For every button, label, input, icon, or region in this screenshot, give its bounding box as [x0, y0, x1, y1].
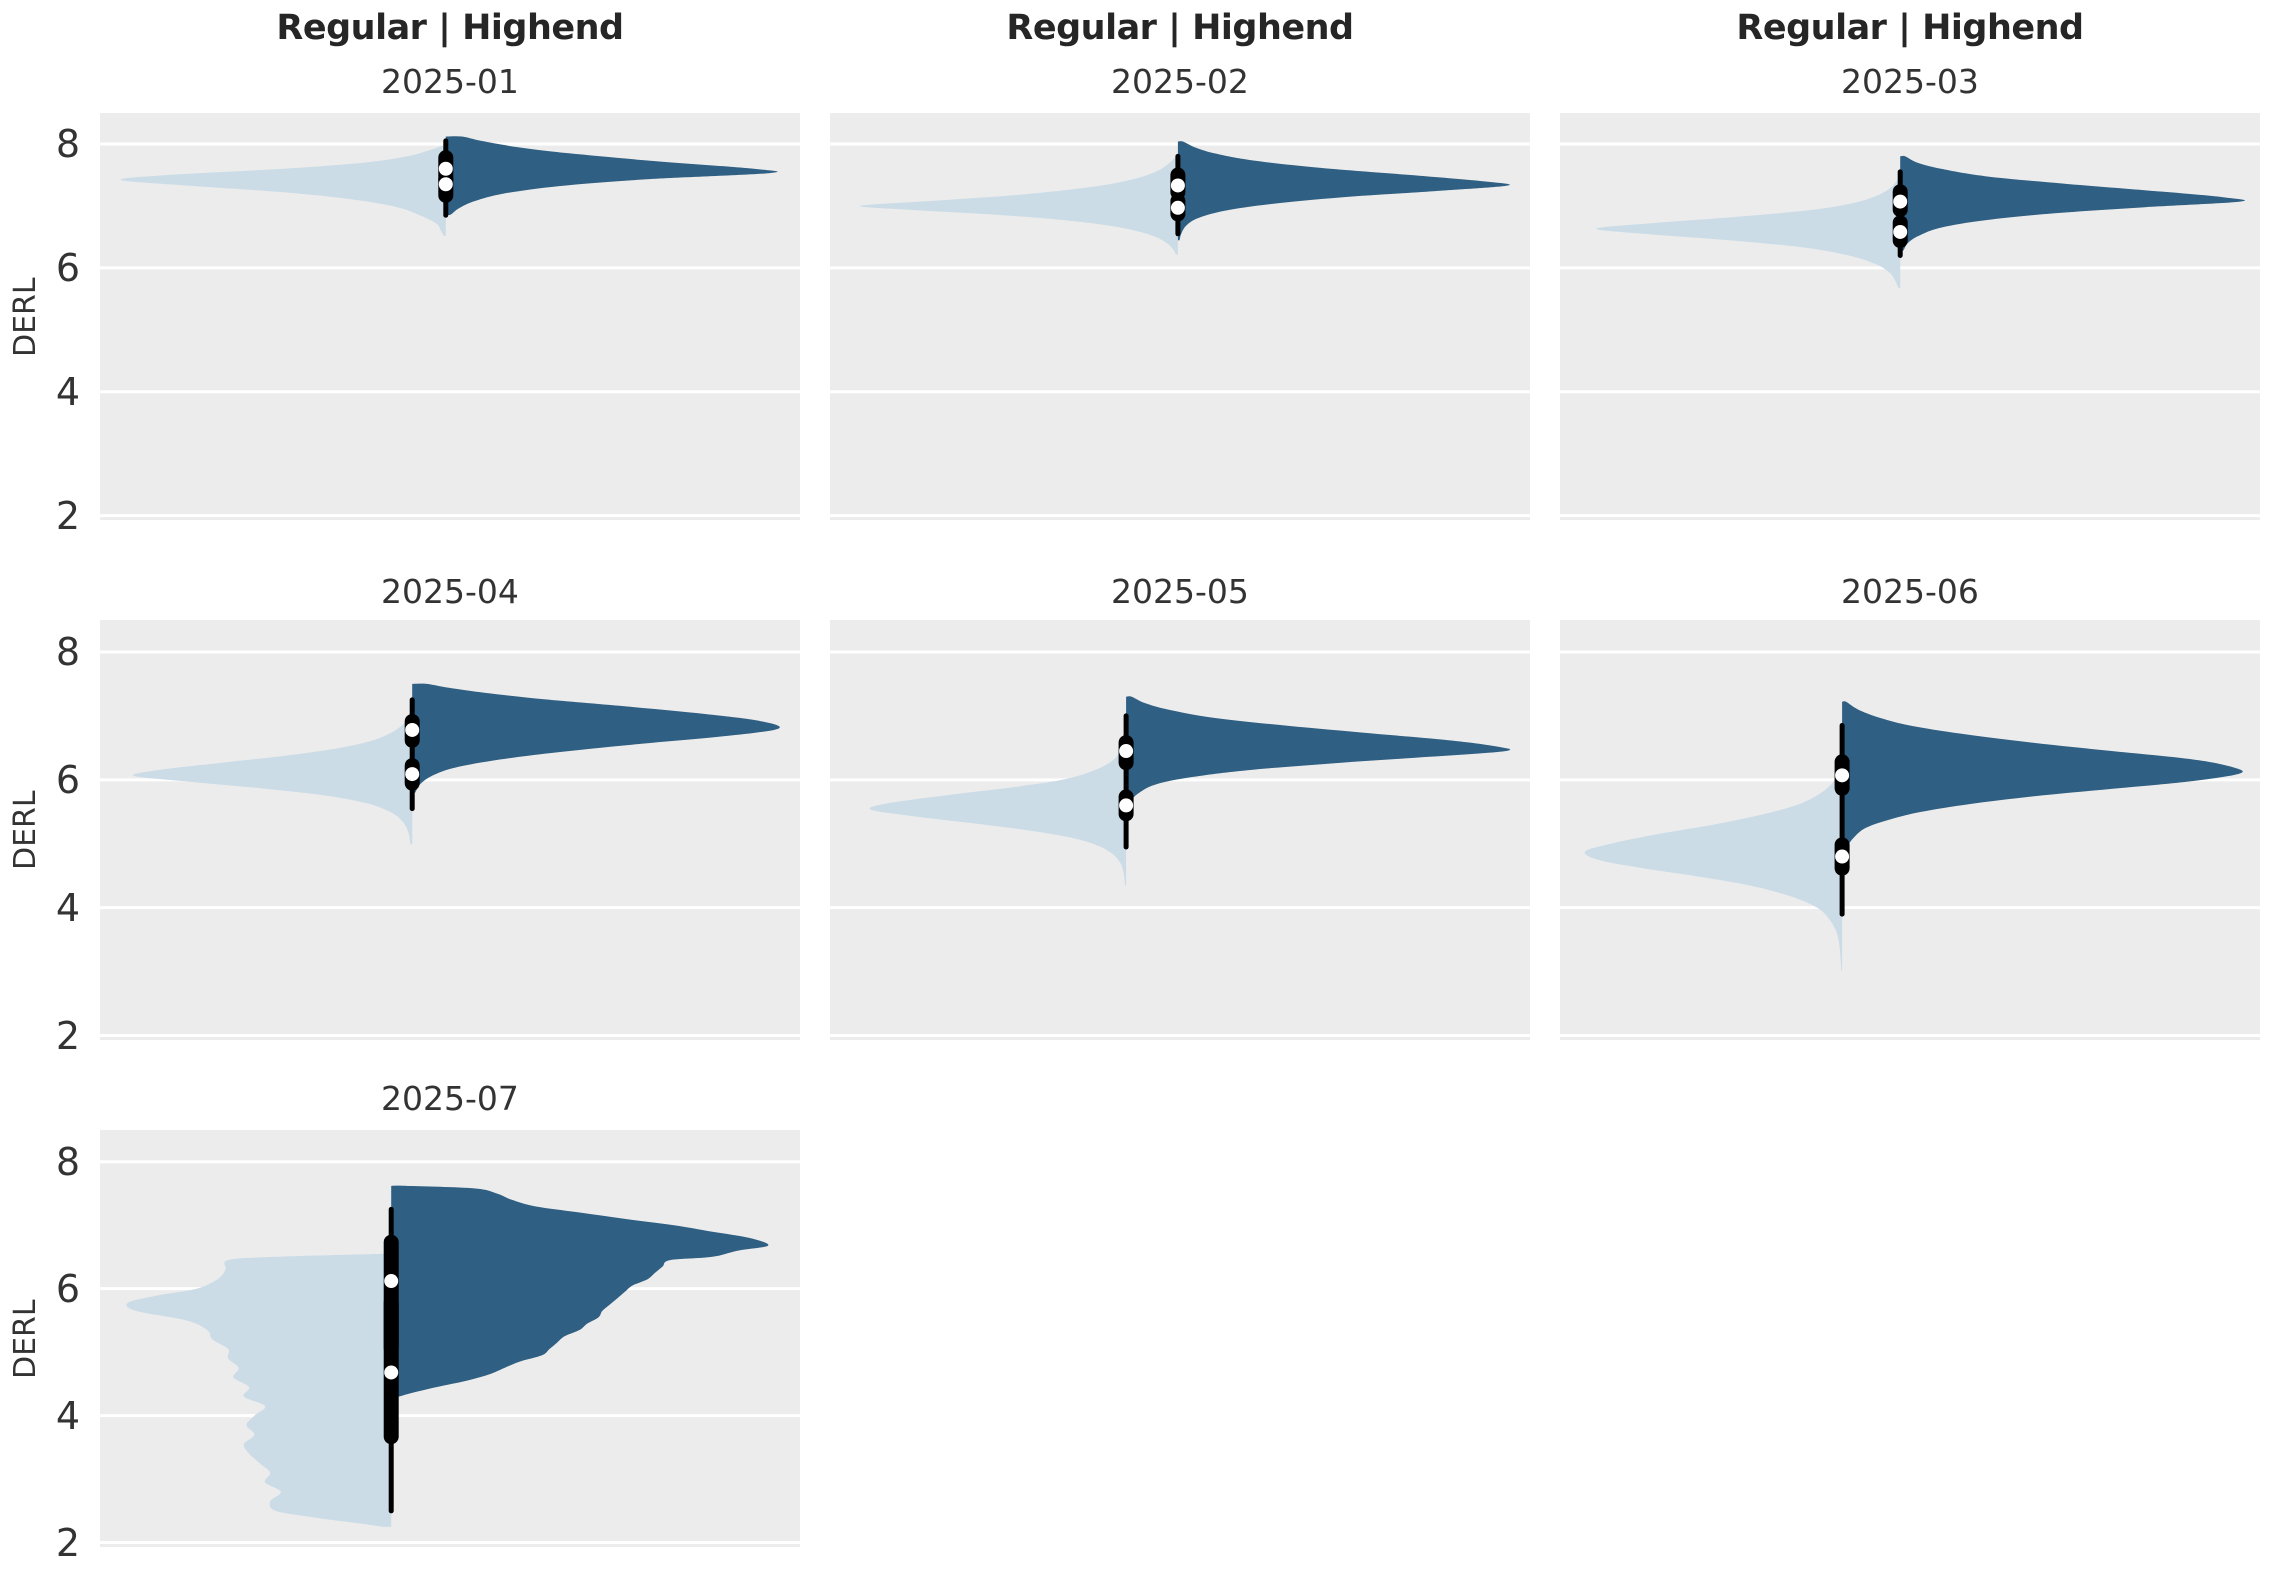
y-tick-label: 8 — [55, 629, 80, 674]
violin-regular — [859, 157, 1178, 255]
violin-highend — [1900, 155, 2246, 252]
median-dot-regular — [438, 177, 453, 192]
median-dot-highend — [1893, 194, 1908, 209]
violin-regular — [120, 145, 446, 237]
violin-panel-2025-04 — [100, 620, 800, 1040]
panel-canvas-2025-03 — [1560, 113, 2260, 520]
violin-panel-2025-02 — [830, 113, 1530, 520]
violin-panel-2025-03 — [1560, 113, 2260, 520]
y-tick-label: 4 — [55, 369, 80, 414]
violin-regular — [132, 715, 413, 845]
panel-background — [830, 620, 1530, 1040]
violin-highend — [1126, 696, 1511, 810]
y-tick-label: 2 — [55, 493, 80, 538]
violin-panel-2025-01 — [100, 113, 800, 520]
violin-panel-2025-06 — [1560, 620, 2260, 1040]
panel-canvas-2025-07 — [100, 1130, 800, 1547]
median-dot-regular — [1893, 224, 1908, 239]
y-tick-label: 2 — [55, 1013, 80, 1058]
y-tick-label: 8 — [55, 121, 80, 166]
facet-subtitle: 2025-04 — [381, 572, 519, 611]
panel-canvas-2025-02 — [830, 113, 1530, 520]
median-dot-highend — [1170, 178, 1185, 193]
y-tick-label: 6 — [55, 757, 80, 802]
y-tick-label: 4 — [55, 1393, 80, 1438]
y-tick-label: 2 — [55, 1520, 80, 1565]
median-dot-highend — [405, 722, 420, 737]
violin-highend — [1842, 701, 2243, 854]
facet-subtitle: 2025-07 — [381, 1079, 519, 1118]
violin-panel-2025-05 — [830, 620, 1530, 1040]
median-dot-highend — [1835, 768, 1850, 783]
y-tick-label: 8 — [55, 1139, 80, 1184]
panel-canvas-2025-04 — [100, 620, 800, 1040]
y-tick-label: 4 — [55, 885, 80, 930]
y-axis-label: DERL — [8, 276, 43, 357]
violin-highend — [391, 1185, 769, 1397]
y-tick-label: 6 — [55, 245, 80, 290]
facet-subtitle: 2025-02 — [1111, 62, 1249, 101]
violin-highend — [445, 136, 778, 216]
violin-panel-2025-07 — [100, 1130, 800, 1547]
panel-canvas-2025-01 — [100, 113, 800, 520]
median-dot-regular — [384, 1365, 399, 1380]
median-dot-regular — [1835, 849, 1850, 864]
violin-regular — [869, 744, 1127, 887]
median-dot-regular — [1170, 200, 1185, 215]
violin-regular — [1596, 179, 1901, 289]
median-dot-highend — [438, 161, 453, 176]
median-dot-highend — [1119, 744, 1134, 759]
median-dot-regular — [405, 767, 420, 782]
violin-highend — [412, 683, 780, 794]
median-dot-highend — [384, 1274, 399, 1289]
y-tick-label: 6 — [55, 1266, 80, 1311]
y-axis-label: DERL — [8, 790, 43, 870]
panel-canvas-2025-05 — [830, 620, 1530, 1040]
facet-title: Regular | Highend — [1006, 8, 1354, 48]
median-dot-regular — [1119, 798, 1134, 813]
facet-subtitle: 2025-03 — [1841, 62, 1979, 101]
facet-title: Regular | Highend — [1736, 8, 2084, 48]
facet-subtitle: 2025-01 — [381, 62, 519, 101]
violin-regular — [1584, 766, 1843, 972]
violin-highend — [1177, 141, 1510, 241]
facet-title: Regular | Highend — [276, 8, 624, 48]
facet-subtitle: 2025-06 — [1841, 572, 1979, 611]
y-axis-label: DERL — [8, 1298, 43, 1379]
panel-background — [100, 620, 800, 1040]
panel-canvas-2025-06 — [1560, 620, 2260, 1040]
facet-subtitle: 2025-05 — [1111, 572, 1249, 611]
panel-background — [1560, 620, 2260, 1040]
violin-regular — [126, 1253, 397, 1527]
